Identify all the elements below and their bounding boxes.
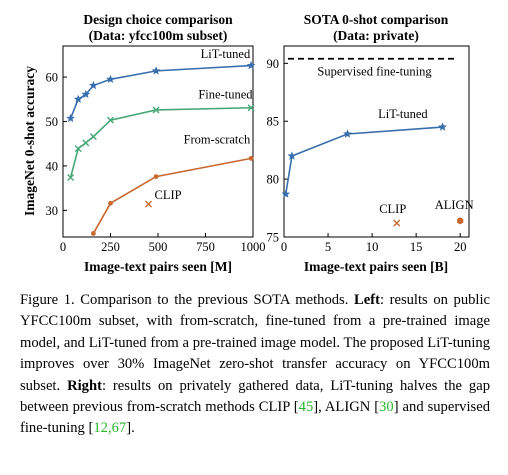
left-point-fine-tuned (83, 140, 89, 146)
left-point-from-scratch (108, 201, 113, 206)
left-point-label-clip: CLIP (155, 188, 182, 202)
right-x-tick-label: 10 (366, 240, 379, 254)
right-series-line-lit-tuned (286, 127, 443, 194)
right-x-tick-label: 15 (410, 240, 423, 254)
right-x-axis-label: Image-text pairs seen [B] (304, 259, 448, 274)
right-y-tick-label: 90 (267, 57, 280, 71)
left-chart-title: Design choice comparison (83, 12, 233, 27)
left-series-label-lit-tuned: LiT-tuned (201, 47, 251, 61)
left-y-tick-label: 60 (46, 71, 59, 85)
right-chart-subtitle: (Data: private) (333, 28, 419, 43)
left-y-tick-label: 40 (46, 159, 59, 173)
left-point-lit-tuned (247, 61, 256, 69)
left-x-tick-label: 750 (196, 240, 215, 254)
right-y-tick-label: 80 (267, 173, 280, 187)
left-point-clip (146, 201, 152, 207)
figure-caption: Figure 1. Comparison to the previous SOT… (20, 290, 490, 440)
right-point-lit-tuned (281, 190, 290, 198)
left-series-label-from-scratch: From-scratch (184, 133, 251, 147)
left-point-lit-tuned (152, 66, 161, 74)
right-point-clip (394, 220, 400, 226)
left-point-from-scratch (91, 231, 96, 236)
left-x-tick-label: 1000 (241, 240, 266, 254)
right-point-lit-tuned (343, 129, 352, 137)
left-series-label-fine-tuned: Fine-tuned (198, 87, 253, 101)
right-point-label-clip: CLIP (379, 202, 406, 216)
right-y-tick-label: 85 (267, 115, 280, 129)
caption-right-text-2: ], ALIGN [ (313, 399, 379, 415)
right-point-align (457, 217, 463, 224)
right-series-label-lit-tuned: LiT-tuned (378, 107, 428, 121)
caption-right-label: Right (67, 378, 102, 394)
left-x-tick-label: 500 (149, 240, 168, 254)
right-point-label-align: ALIGN (435, 198, 474, 212)
right-chart: SOTA 0-shot comparison (Data: private) 0… (267, 12, 474, 274)
right-reference-line-label: Supervised fine-tuning (317, 65, 432, 79)
right-x-tick-label: 0 (281, 240, 287, 254)
left-chart-subtitle: (Data: yfcc100m subset) (89, 28, 228, 43)
left-y-tick-label: 30 (46, 204, 59, 218)
left-point-from-scratch (249, 156, 254, 161)
citation-link-clip[interactable]: 45 (299, 399, 314, 415)
right-x-tick-label: 20 (454, 240, 467, 254)
left-point-lit-tuned (74, 95, 83, 103)
right-x-tick-label: 5 (325, 240, 331, 254)
citation-link-finetuning[interactable]: 12,67 (93, 420, 126, 436)
citation-link-align[interactable]: 30 (379, 399, 394, 415)
left-x-axis-label: Image-text pairs seen [M] (84, 259, 232, 274)
left-x-tick-label: 250 (101, 240, 120, 254)
left-chart: Design choice comparison (Data: yfcc100m… (22, 12, 266, 274)
left-point-lit-tuned (66, 114, 75, 122)
right-point-lit-tuned (438, 122, 447, 130)
left-point-from-scratch (154, 174, 159, 179)
caption-right-text-4: ]. (126, 420, 135, 436)
caption-left-label: Left (354, 292, 380, 308)
right-y-tick-label: 75 (267, 231, 280, 245)
left-point-fine-tuned (90, 134, 96, 140)
caption-figure-label: Figure 1. (20, 292, 75, 308)
figure-canvas: Design choice comparison (Data: yfcc100m… (0, 0, 508, 285)
right-chart-title: SOTA 0-shot comparison (304, 12, 449, 27)
left-y-axis-label: ImageNet 0-shot accuracy (22, 66, 37, 216)
left-y-tick-label: 50 (46, 115, 59, 129)
left-x-tick-label: 0 (60, 240, 66, 254)
left-point-lit-tuned (106, 75, 115, 83)
caption-intro: Comparison to the previous SOTA methods. (80, 292, 348, 308)
